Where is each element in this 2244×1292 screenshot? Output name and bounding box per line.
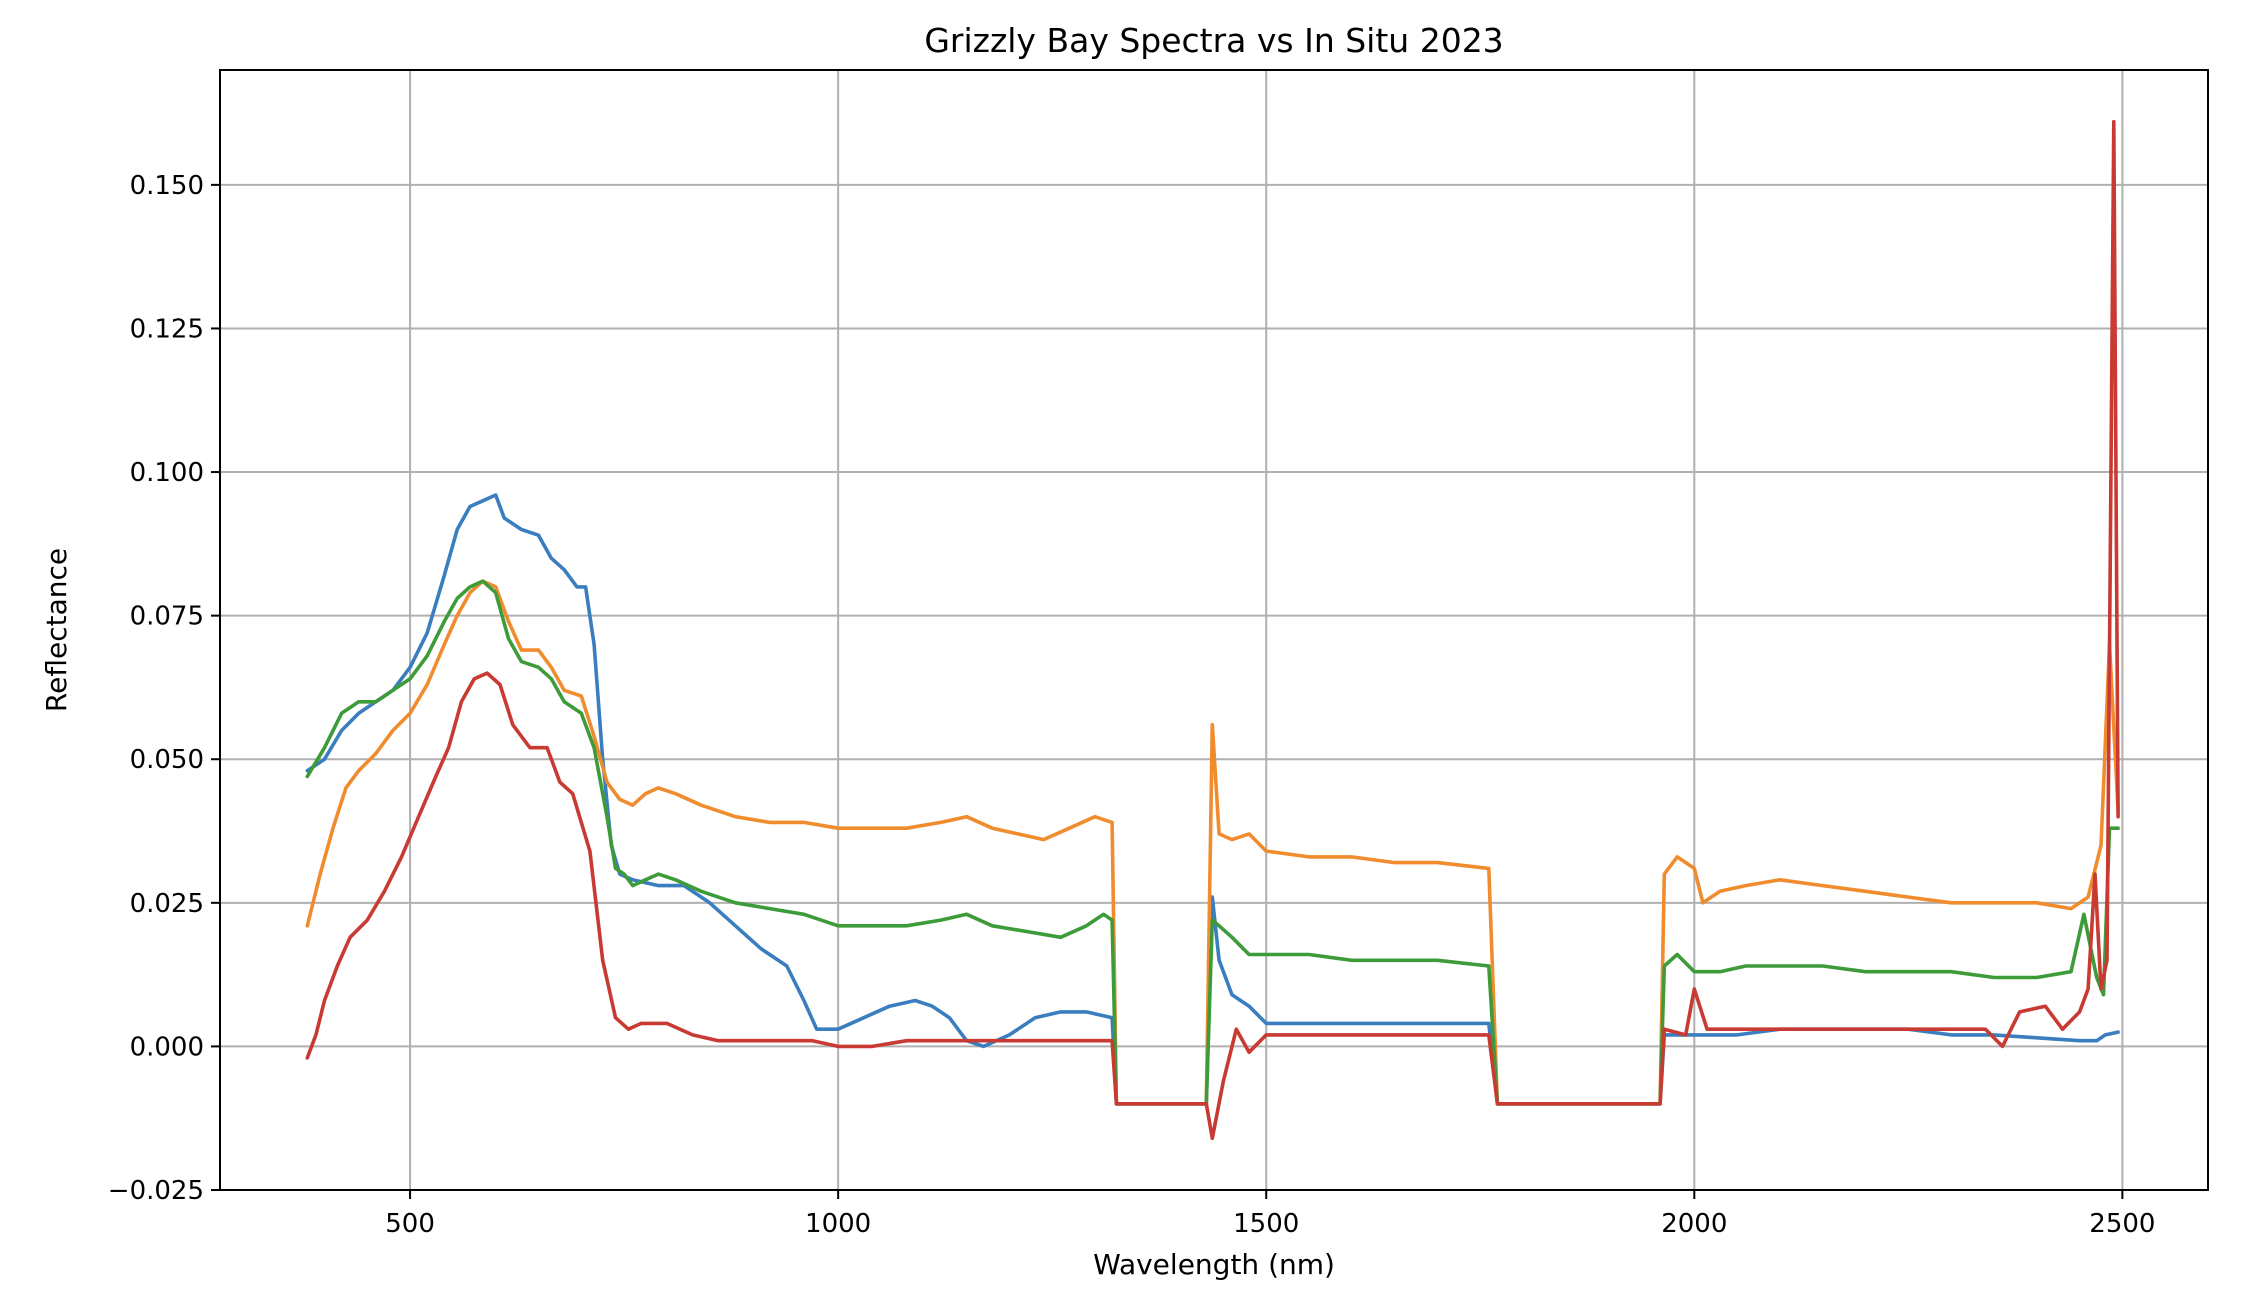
plot-frame — [219, 69, 2209, 1191]
x-tick-label: 500 — [385, 1209, 435, 1239]
y-tick-label: 0.000 — [130, 1032, 204, 1062]
y-tick-label: 0.150 — [130, 171, 204, 201]
y-axis-label: Reflectance — [40, 548, 73, 712]
y-tick-label: 0.100 — [130, 458, 204, 488]
axis-ticks: 500 1000 1500 2000 2500 −0.025 0.000 0.025 0.050… — [108, 171, 2156, 1239]
y-tick-label: 0.025 — [130, 889, 204, 919]
y-tick-label: −0.025 — [108, 1176, 204, 1206]
x-tick-label: 2500 — [2089, 1209, 2155, 1239]
y-tick-label: 0.050 — [130, 745, 204, 775]
spectrum-line-3 — [305, 579, 2120, 1106]
spectrum-line-1 — [305, 493, 2120, 1106]
grid-lines — [220, 70, 2208, 1191]
spectra-series-group — [305, 119, 2120, 1141]
x-tick-label: 2000 — [1661, 1209, 1727, 1239]
x-axis-label: Wavelength (nm) — [1093, 1248, 1335, 1281]
x-tick-label: 1000 — [805, 1209, 871, 1239]
chart-title: Grizzly Bay Spectra vs In Situ 2023 — [924, 21, 1503, 60]
y-tick-label: 0.075 — [130, 602, 204, 632]
y-tick-label: 0.125 — [130, 314, 204, 344]
spectrum-line-4 — [305, 119, 2120, 1141]
x-tick-label: 1500 — [1233, 1209, 1299, 1239]
spectrum-line-2 — [305, 579, 2120, 1106]
